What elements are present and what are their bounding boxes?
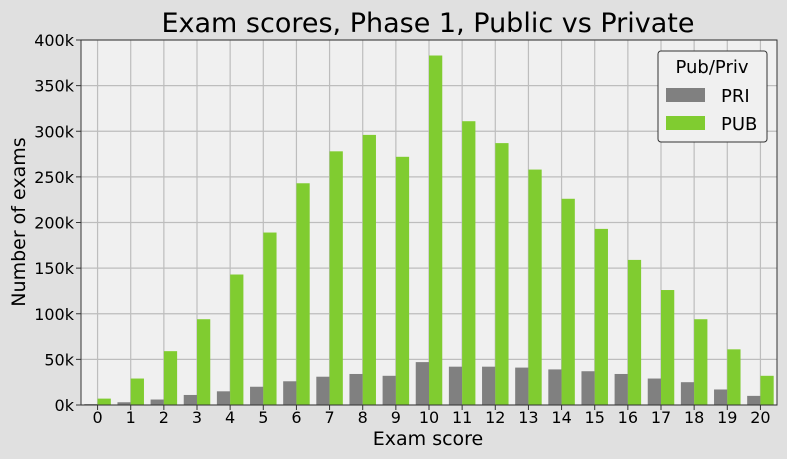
legend-title: Pub/Priv: [675, 57, 748, 78]
bar-pri-4: [216, 391, 231, 405]
bar-pri-6: [283, 381, 297, 405]
bar-pri-8: [349, 373, 363, 405]
bar-pub-6: [296, 183, 310, 405]
bar-pub-1: [130, 378, 144, 405]
bar-pub-15: [594, 228, 608, 405]
bar-pri-16: [614, 373, 628, 405]
x-tick-label: 7: [324, 408, 334, 427]
bar-pri-5: [250, 386, 264, 405]
x-tick-label: 2: [159, 408, 169, 427]
x-tick-label: 1: [126, 408, 136, 427]
bar-pri-18: [680, 382, 695, 405]
y-tick-label: 350k: [34, 77, 75, 96]
bar-pub-3: [197, 319, 211, 405]
legend-label-pri: PRI: [721, 86, 750, 107]
bars: [84, 55, 774, 406]
bar-pri-11: [448, 366, 463, 405]
x-tick-label: 6: [291, 408, 301, 427]
bar-pub-17: [661, 290, 675, 405]
x-ticks: 0 1 2 3 4 5 6 7 8 9 10 11 12 13 14 15 16 17 18 19 20: [92, 405, 771, 427]
bar-pub-0: [97, 398, 111, 405]
bar-pri-2: [150, 399, 164, 405]
x-tick-label: 18: [684, 408, 704, 427]
bar-pub-2: [163, 351, 178, 405]
bar-pub-14: [561, 198, 575, 405]
x-tick-label: 4: [225, 408, 235, 427]
x-tick-label: 12: [485, 408, 505, 427]
bar-pri-9: [382, 375, 396, 405]
bar-pub-11: [462, 121, 476, 406]
y-tick-label: 400k: [34, 31, 75, 50]
chart-title: Exam scores, Phase 1, Public vs Private: [161, 8, 694, 39]
x-tick-label: 16: [618, 408, 638, 427]
x-tick-label: 11: [452, 408, 472, 427]
legend-swatch-pri: [666, 88, 705, 102]
y-axis-label: Number of exams: [8, 137, 30, 306]
bar-pri-19: [714, 389, 728, 405]
x-tick-label: 13: [518, 408, 538, 427]
y-tick-label: 200k: [34, 214, 75, 233]
bar-pub-18: [694, 319, 708, 405]
bar-pub-19: [727, 349, 741, 405]
x-tick-label: 19: [717, 408, 737, 427]
bar-pub-12: [495, 143, 509, 406]
legend: Pub/Priv PRI PUB: [657, 50, 768, 143]
x-tick-label: 20: [750, 408, 770, 427]
bar-pri-15: [581, 371, 595, 405]
bar-pri-14: [548, 369, 562, 405]
bar-pub-10: [429, 55, 443, 405]
x-axis-label: Exam score: [373, 428, 484, 450]
x-tick-label: 0: [92, 408, 102, 427]
bar-pri-3: [183, 394, 197, 405]
y-tick-label: 100k: [34, 305, 75, 324]
x-tick-label: 5: [258, 408, 268, 427]
bar-pri-1: [117, 402, 131, 405]
bar-pub-7: [329, 151, 343, 405]
bar-pub-13: [528, 169, 542, 405]
legend-swatch-pub: [666, 116, 705, 130]
bar-pri-17: [647, 378, 661, 405]
x-tick-label: 10: [419, 408, 439, 427]
x-tick-label: 14: [551, 408, 571, 427]
x-tick-label: 15: [585, 408, 605, 427]
x-tick-label: 8: [358, 408, 368, 427]
bar-pri-10: [415, 362, 429, 405]
x-tick-label: 9: [391, 408, 401, 427]
y-tick-label: 250k: [34, 168, 75, 187]
bar-pub-9: [395, 156, 410, 405]
legend-label-pub: PUB: [721, 114, 757, 135]
y-tick-label: 150k: [34, 259, 75, 278]
bar-pri-7: [316, 376, 330, 405]
bar-pub-4: [230, 274, 244, 405]
x-tick-label: 17: [651, 408, 671, 427]
bar-pri-13: [515, 367, 529, 405]
bar-pub-16: [627, 259, 642, 405]
bar-pub-8: [362, 134, 376, 405]
y-tick-label: 0k: [55, 396, 75, 415]
bar-pub-20: [760, 375, 774, 405]
y-ticks: 0k 50k 100k 150k 200k 250k 300k 350k 400k: [34, 31, 81, 415]
y-tick-label: 300k: [34, 122, 75, 141]
bar-pub-5: [263, 232, 277, 405]
y-tick-label: 50k: [44, 350, 74, 369]
bar-pri-20: [747, 395, 761, 405]
bar-pri-12: [482, 366, 496, 405]
x-tick-label: 3: [192, 408, 202, 427]
